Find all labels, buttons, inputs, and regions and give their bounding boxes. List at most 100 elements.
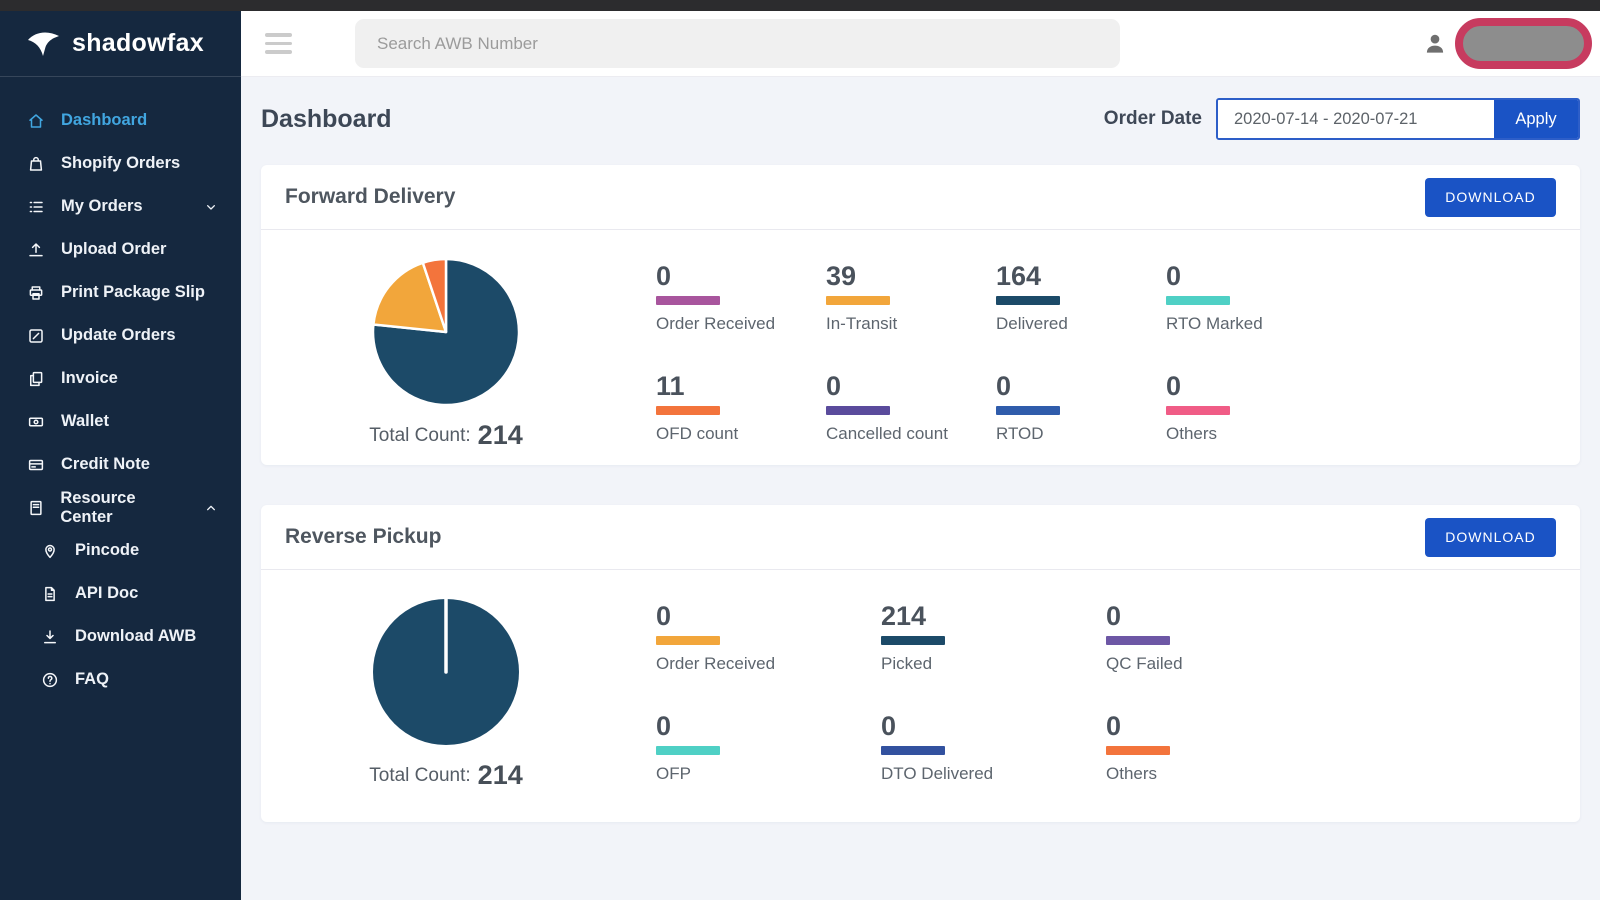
stats-row: 0 OFP 0 DTO Delivered 0 Others	[656, 710, 1331, 784]
sidebar-item-label: Dashboard	[61, 111, 148, 129]
content: Dashboard Order Date Apply Forward Deliv…	[241, 77, 1600, 900]
sidebar-item-label: Download AWB	[75, 627, 197, 645]
copy-icon	[26, 369, 46, 389]
doc-icon	[40, 584, 60, 604]
sidebar-item-update-orders[interactable]: Update Orders	[0, 314, 241, 357]
sidebar-item-label: Invoice	[61, 369, 118, 387]
sidebar-item-faq[interactable]: FAQ	[0, 658, 241, 701]
search-input[interactable]	[377, 33, 1098, 54]
stat-color-bar	[826, 296, 890, 305]
stat-value: 0	[881, 711, 897, 741]
stats-grid: 0 Order Received 39 In-Transit 164 Delivered 0…	[656, 260, 1336, 444]
card-icon	[26, 455, 46, 475]
user-icon[interactable]	[1422, 31, 1448, 57]
stat-rto-marked: 0 RTO Marked	[1166, 260, 1336, 334]
sidebar-item-invoice[interactable]: Invoice	[0, 357, 241, 400]
stat-label: Picked	[881, 654, 933, 673]
stat-label: Others	[1106, 764, 1158, 783]
sidebar-item-wallet[interactable]: Wallet	[0, 400, 241, 443]
stat-value: 0	[656, 711, 672, 741]
sidebar-item-api-doc[interactable]: API Doc	[0, 572, 241, 615]
sidebar-nav: Dashboard Shopify Orders My Orders Upload O…	[0, 77, 241, 701]
order-date-label: Order Date	[1103, 108, 1202, 129]
sidebar-item-credit-note[interactable]: Credit Note	[0, 443, 241, 486]
stat-value: 39	[826, 261, 857, 291]
stat-value: 164	[996, 261, 1042, 291]
stat-color-bar	[996, 296, 1060, 305]
stat-value: 0	[656, 261, 672, 291]
stat-cancelled-count: 0 Cancelled count	[826, 370, 996, 444]
sidebar-item-label: Print Package Slip	[61, 283, 205, 301]
stats-row: 11 OFD count 0 Cancelled count 0 RTOD 0 Others	[656, 370, 1336, 444]
sidebar-item-label: My Orders	[61, 197, 143, 215]
stat-color-bar	[996, 406, 1060, 415]
stat-label: Cancelled count	[826, 424, 948, 443]
stat-in-transit: 39 In-Transit	[826, 260, 996, 334]
stat-color-bar	[881, 746, 945, 755]
stat-dto-delivered: 0 DTO Delivered	[881, 710, 1106, 784]
stat-label: DTO Delivered	[881, 764, 994, 783]
stat-label: Delivered	[996, 314, 1068, 333]
stat-value: 214	[881, 601, 927, 631]
hamburger-menu-icon[interactable]	[265, 33, 292, 54]
sidebar-item-label: FAQ	[75, 670, 109, 688]
stat-picked: 214 Picked	[881, 600, 1106, 674]
topbar	[241, 11, 1600, 77]
sidebar-item-print-package-slip[interactable]: Print Package Slip	[0, 271, 241, 314]
question-icon	[40, 670, 60, 690]
stat-order-received: 0 Order Received	[656, 260, 826, 334]
sidebar-item-my-orders[interactable]: My Orders	[0, 185, 241, 228]
stat-label: Others	[1166, 424, 1218, 443]
logo[interactable]: shadowfax	[0, 11, 241, 77]
sidebar-item-pincode[interactable]: Pincode	[0, 529, 241, 572]
page-head: Dashboard Order Date Apply	[261, 97, 1580, 141]
upload-icon	[26, 240, 46, 260]
stat-value: 0	[996, 371, 1012, 401]
sidebar-item-label: Resource Center	[60, 488, 136, 526]
sidebar-item-label: Credit Note	[61, 455, 150, 473]
sidebar-item-upload-order[interactable]: Upload Order	[0, 228, 241, 271]
browser-chrome-strip	[0, 0, 1600, 11]
sidebar-item-shopify-orders[interactable]: Shopify Orders	[0, 142, 241, 185]
stat-qc-failed: 0 QC Failed	[1106, 600, 1331, 674]
stat-color-bar	[881, 636, 945, 645]
stat-color-bar	[1166, 296, 1230, 305]
apply-button[interactable]: Apply	[1494, 100, 1578, 138]
user-account-pill[interactable]	[1455, 18, 1592, 69]
printer-icon	[26, 283, 46, 303]
sidebar-item-label: Update Orders	[61, 326, 176, 344]
card-title: Forward Delivery	[285, 185, 456, 208]
stat-label: In-Transit	[826, 314, 898, 333]
forward-delivery-card: Forward Delivery DOWNLOAD Total Count: 21…	[261, 165, 1580, 465]
stat-others: 0 Others	[1166, 370, 1336, 444]
sidebar-item-download-awb[interactable]: Download AWB	[0, 615, 241, 658]
stat-delivered: 164 Delivered	[996, 260, 1166, 334]
sidebar-item-label: Pincode	[75, 541, 140, 559]
stat-value: 0	[1106, 601, 1122, 631]
stat-others: 0 Others	[1106, 710, 1331, 784]
edit-icon	[26, 326, 46, 346]
sidebar-item-dashboard[interactable]: Dashboard	[0, 99, 241, 142]
stat-value: 0	[1106, 711, 1122, 741]
list-icon	[26, 197, 46, 217]
sidebar-item-label: Wallet	[61, 412, 109, 430]
date-range-group: Apply	[1216, 98, 1580, 140]
stats-row: 0 Order Received 214 Picked 0 QC Failed	[656, 600, 1331, 674]
book-icon	[26, 498, 45, 518]
logo-text: shadowfax	[72, 29, 204, 57]
stat-value: 0	[826, 371, 842, 401]
stat-ofd-count: 11 OFD count	[656, 370, 826, 444]
sidebar-item-label: API Doc	[75, 584, 139, 602]
download-button[interactable]: DOWNLOAD	[1425, 517, 1556, 557]
stat-label: RTO Marked	[1166, 314, 1263, 333]
card-title: Reverse Pickup	[285, 525, 442, 548]
sidebar-item-resource-center[interactable]: Resource Center	[0, 486, 241, 529]
stat-value: 0	[656, 601, 672, 631]
search-box[interactable]	[355, 19, 1120, 68]
pie-chart-block: Total Count: 214	[361, 256, 531, 451]
chevron-up-icon	[203, 500, 219, 516]
stat-color-bar	[1166, 406, 1230, 415]
download-button[interactable]: DOWNLOAD	[1425, 177, 1556, 217]
date-range-input[interactable]	[1218, 100, 1494, 138]
stat-label: OFD count	[656, 424, 739, 443]
